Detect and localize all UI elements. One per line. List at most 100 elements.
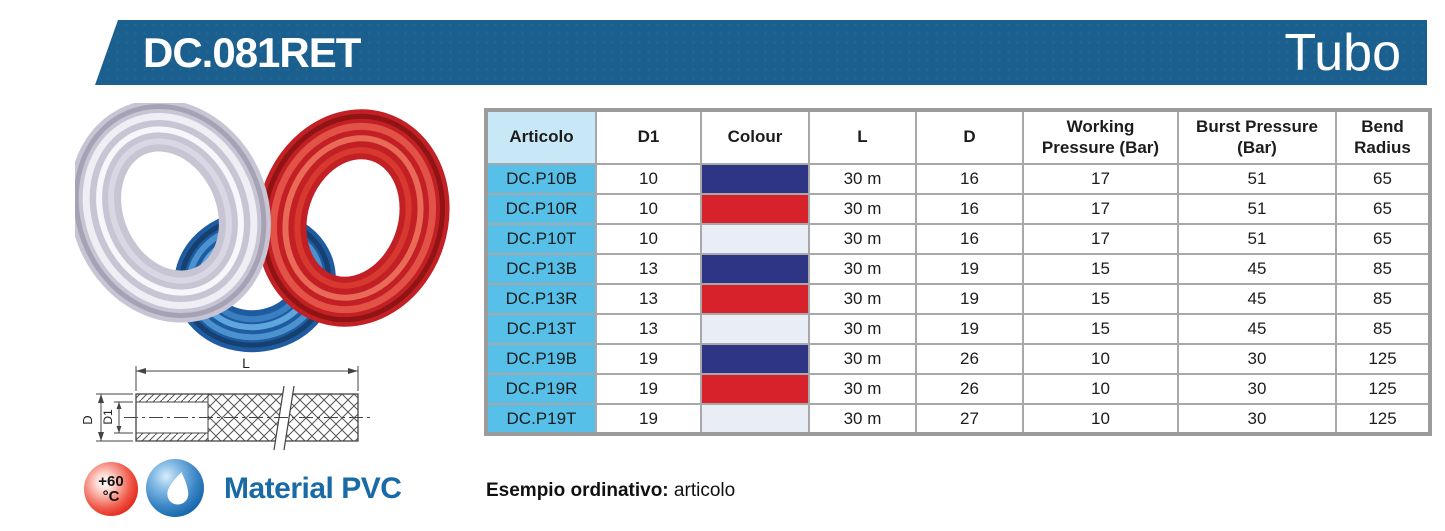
d1-cell: 13 — [595, 283, 702, 315]
d-cell: 19 — [915, 313, 1024, 345]
working-pressure-cell: 15 — [1022, 313, 1179, 345]
articolo-cell: DC.P13B — [485, 253, 597, 285]
d-cell: 16 — [915, 223, 1024, 255]
column-header-d1: D1 — [595, 109, 702, 165]
length-cell: 30 m — [808, 253, 917, 285]
burst-pressure-cell: 51 — [1177, 193, 1337, 225]
colour-swatch-blu — [700, 253, 810, 285]
d1-cell: 10 — [595, 163, 702, 195]
bend-radius-cell: 125 — [1335, 373, 1431, 405]
tube-diagram: L D D1 — [80, 358, 372, 451]
burst-pressure-cell: 51 — [1177, 163, 1337, 195]
table-row: DC.P13T 13 30 m 19 15 45 85 — [485, 313, 1431, 345]
bend-radius-cell: 65 — [1335, 193, 1431, 225]
ordering-example-label: Esempio ordinativo: — [486, 480, 669, 501]
working-pressure-cell: 10 — [1022, 373, 1179, 405]
bend-radius-cell: 125 — [1335, 343, 1431, 375]
header-row: Articolo D1 Colour L D Working Pressure (Bar)… — [485, 109, 1431, 165]
table-row: DC.P13B 13 30 m 19 15 45 85 — [485, 253, 1431, 285]
articolo-cell: DC.P10R — [485, 193, 597, 225]
burst-pressure-cell: 51 — [1177, 223, 1337, 255]
bend-radius-cell: 85 — [1335, 313, 1431, 345]
table-row: DC.P10R 10 30 m 16 17 51 65 — [485, 193, 1431, 225]
d1-cell: 19 — [595, 373, 702, 405]
table-row: DC.P10B 10 30 m 16 17 51 65 — [485, 163, 1431, 195]
table-row: DC.P19T 19 30 m 27 10 30 125 — [485, 403, 1431, 435]
water-drop-icon — [146, 459, 204, 517]
length-cell: 30 m — [808, 193, 917, 225]
bend-radius-cell: 125 — [1335, 403, 1431, 435]
bend-radius-cell: 85 — [1335, 253, 1431, 285]
diagram-outer-diameter-label: D — [80, 415, 95, 424]
working-pressure-cell: 15 — [1022, 283, 1179, 315]
colour-swatch-rosso — [700, 193, 810, 225]
d1-cell: 13 — [595, 253, 702, 285]
d-cell: 27 — [915, 403, 1024, 435]
column-header-burst-pressure-bar: Burst Pressure (Bar) — [1177, 109, 1337, 165]
length-cell: 30 m — [808, 343, 917, 375]
burst-pressure-cell: 30 — [1177, 343, 1337, 375]
d1-cell: 19 — [595, 403, 702, 435]
burst-pressure-cell: 30 — [1177, 373, 1337, 405]
d1-cell: 10 — [595, 193, 702, 225]
articolo-cell: DC.P19T — [485, 403, 597, 435]
max-temperature-value: +60 — [98, 473, 124, 490]
column-header-colour: Colour — [700, 109, 810, 165]
table-row: DC.P19R 19 30 m 26 10 30 125 — [485, 373, 1431, 405]
d-cell: 19 — [915, 253, 1024, 285]
d-cell: 16 — [915, 163, 1024, 195]
column-header-d: D — [915, 109, 1024, 165]
d1-cell: 19 — [595, 343, 702, 375]
d-cell: 16 — [915, 193, 1024, 225]
articolo-cell: DC.P10B — [485, 163, 597, 195]
bend-radius-cell: 65 — [1335, 163, 1431, 195]
table-row: DC.P19B 19 30 m 26 10 30 125 — [485, 343, 1431, 375]
table-row: DC.P10T 10 30 m 16 17 51 65 — [485, 223, 1431, 255]
colour-swatch-blu — [700, 343, 810, 375]
length-cell: 30 m — [808, 313, 917, 345]
articolo-cell: DC.P13R — [485, 283, 597, 315]
length-cell: 30 m — [808, 283, 917, 315]
length-cell: 30 m — [808, 163, 917, 195]
burst-pressure-cell: 45 — [1177, 253, 1337, 285]
length-cell: 30 m — [808, 403, 917, 435]
ordering-example: Esempio ordinativo: articolo — [486, 480, 735, 502]
column-header-bend-radius: Bend Radius — [1335, 109, 1431, 165]
burst-pressure-cell: 45 — [1177, 283, 1337, 315]
length-cell: 30 m — [808, 223, 917, 255]
articolo-cell: DC.P19R — [485, 373, 597, 405]
bend-radius-cell: 85 — [1335, 283, 1431, 315]
hose-coil-red — [256, 109, 450, 327]
d-cell: 26 — [915, 343, 1024, 375]
articolo-cell: DC.P19B — [485, 343, 597, 375]
colour-swatch-rosso — [700, 373, 810, 405]
column-header-working-pressure-bar: Working Pressure (Bar) — [1022, 109, 1179, 165]
header-banner: DC.081RET Tubo — [95, 20, 1427, 85]
max-temperature-icon: +60 °C — [84, 462, 138, 516]
working-pressure-cell: 10 — [1022, 403, 1179, 435]
diagram-length-label: L — [242, 358, 250, 371]
ordering-example-value: articolo — [673, 480, 736, 501]
product-category: Tubo — [1284, 23, 1401, 82]
table-row: DC.P13R 13 30 m 19 15 45 85 — [485, 283, 1431, 315]
spec-table: Articolo D1 Colour L D Working Pressure (Bar)… — [484, 108, 1432, 436]
column-header-articolo: Articolo — [485, 109, 597, 165]
colour-swatch-blu — [700, 163, 810, 195]
burst-pressure-cell: 45 — [1177, 313, 1337, 345]
working-pressure-cell: 17 — [1022, 193, 1179, 225]
colour-swatch-trasparente — [700, 403, 810, 435]
diagram-inner-diameter-label: D1 — [101, 409, 115, 425]
colour-swatch-trasparente — [700, 223, 810, 255]
articolo-cell: DC.P13T — [485, 313, 597, 345]
product-photo — [75, 103, 450, 353]
product-code: DC.081RET — [143, 28, 361, 76]
hose-coil-clear — [75, 103, 271, 323]
spec-table-head: Articolo D1 Colour L D Working Pressure (Bar)… — [485, 109, 1431, 165]
working-pressure-cell: 17 — [1022, 163, 1179, 195]
length-cell: 30 m — [808, 373, 917, 405]
d1-cell: 10 — [595, 223, 702, 255]
spec-table-body: DC.P10B 10 30 m 16 17 51 65 DC.P10R 10 30 m 16 17 51… — [485, 163, 1431, 435]
d-cell: 26 — [915, 373, 1024, 405]
max-temperature-unit: °C — [102, 488, 120, 505]
